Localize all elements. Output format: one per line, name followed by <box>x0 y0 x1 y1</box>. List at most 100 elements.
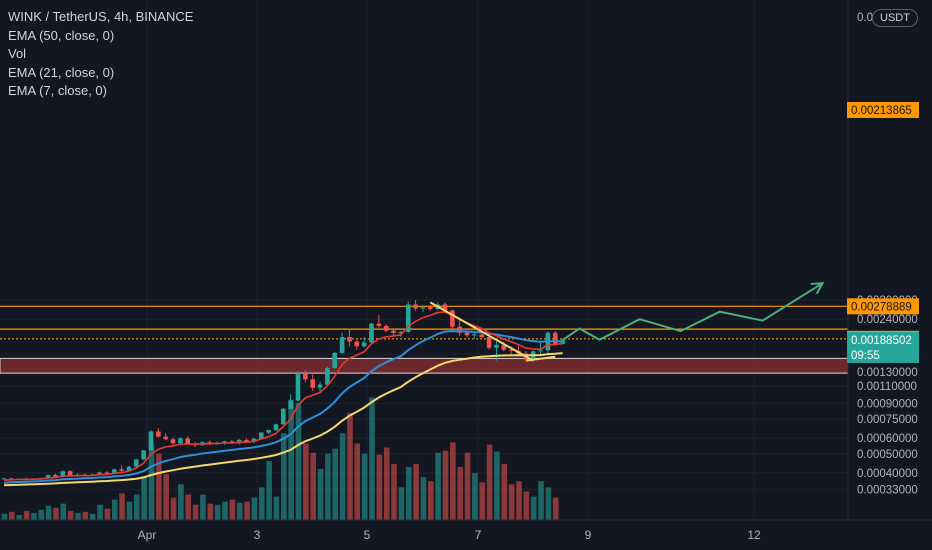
volume-bar <box>516 481 522 520</box>
symbol-title[interactable]: WINK / TetherUS, 4h, BINANCE <box>8 9 194 24</box>
ema21-line <box>3 330 563 484</box>
candle-body <box>303 373 308 380</box>
currency-button[interactable]: USDT <box>872 9 918 27</box>
volume-bar <box>170 497 177 520</box>
volume-bar <box>16 514 22 520</box>
price-tick-label: 0.00033000 <box>857 484 918 496</box>
candle-body <box>141 450 146 460</box>
candle-body <box>170 439 176 444</box>
volume-bar <box>141 476 147 520</box>
candle-body <box>119 469 124 471</box>
resistance-levels <box>0 305 848 340</box>
ema50-legend[interactable]: EMA (50, close, 0) <box>8 27 115 43</box>
volume-bar <box>23 510 30 520</box>
volume-bar <box>222 501 228 520</box>
volume-bar <box>273 496 280 520</box>
candle-body <box>45 475 51 478</box>
candle-body <box>369 323 374 343</box>
volume-bar <box>134 494 140 520</box>
price-tick-label: 0.0 <box>857 12 873 24</box>
time-tick-label: Apr <box>138 528 157 542</box>
volume-bar <box>89 513 96 520</box>
time-tick-label: 9 <box>585 528 592 542</box>
price-tick-label: 0.00060000 <box>857 433 918 445</box>
last-price-label-bg <box>847 331 919 363</box>
candle-body <box>464 332 470 336</box>
last-price-label: 0.00188502 <box>851 335 912 347</box>
candle-body <box>60 471 66 477</box>
volume-bar <box>317 469 324 520</box>
candle-body <box>486 337 492 348</box>
volume-bar <box>464 452 471 520</box>
volume-bar <box>192 504 199 520</box>
candle-body <box>552 332 558 344</box>
volume-bar <box>398 487 405 520</box>
price-tick-label: 0.00050000 <box>857 449 918 461</box>
volume-bar <box>75 512 81 520</box>
volume-bar <box>486 444 493 520</box>
volume-bar <box>9 511 15 520</box>
volume-bar <box>530 496 537 520</box>
price-tick-label: 0.00130000 <box>857 367 918 379</box>
time-tick-label: 3 <box>254 528 261 542</box>
volume-bar <box>244 501 250 520</box>
trendline-drawings <box>429 301 556 362</box>
volume-bar <box>325 453 331 520</box>
volume-legend[interactable]: Vol <box>8 46 27 62</box>
candle-body <box>398 331 404 334</box>
volume-bar <box>38 509 45 520</box>
volume-bar <box>339 433 346 520</box>
time-tick-label: 12 <box>747 528 761 542</box>
volume-bar <box>405 466 412 520</box>
candle-body <box>185 438 191 445</box>
candle-body <box>325 367 330 385</box>
candle-body <box>442 304 448 311</box>
candle-body <box>273 424 279 431</box>
volume-bar <box>369 397 375 520</box>
time-axis: Apr 3 5 7 9 12 <box>0 519 932 542</box>
candle-body <box>450 310 455 327</box>
candle-body <box>111 469 117 474</box>
volume-bar <box>148 443 155 520</box>
ema21-legend[interactable]: EMA (21, close, 0) <box>8 64 115 80</box>
price-tick-label: 0.00040000 <box>857 468 918 480</box>
volume-bar <box>229 499 236 520</box>
volume-bar <box>45 505 52 520</box>
candle-body <box>281 408 286 425</box>
volume-bar <box>288 399 294 520</box>
volume-bar <box>97 504 103 520</box>
volume-bar <box>472 473 478 520</box>
volume-bar <box>347 412 353 520</box>
level-price-label: 0.00278889 <box>851 301 912 313</box>
candle-body <box>97 472 102 475</box>
volume-bar <box>126 501 133 520</box>
volume-bar <box>450 442 456 520</box>
candle-body <box>53 475 58 477</box>
candle-body <box>501 344 507 350</box>
candle-body <box>405 304 411 332</box>
volume-bar <box>391 463 397 520</box>
volume-bar <box>413 463 419 520</box>
ema7-legend[interactable]: EMA (7, close, 0) <box>8 83 107 99</box>
candle-body <box>479 334 485 338</box>
projection-path <box>562 282 825 341</box>
volume-bar <box>442 450 449 520</box>
price-tick-label: 0.00240000 <box>857 314 918 326</box>
candle-body <box>472 334 477 336</box>
volume-bar <box>119 493 125 520</box>
candle-body <box>494 344 499 348</box>
candle-body <box>222 441 227 443</box>
volume-bar <box>60 503 67 520</box>
trendline-lower <box>525 355 556 362</box>
bar-countdown-label: 09:55 <box>851 350 880 362</box>
ema50-line <box>3 352 563 487</box>
time-tick-label: 7 <box>475 528 482 542</box>
candle-body <box>9 478 14 480</box>
volume-bar <box>420 477 427 520</box>
candle-body <box>288 400 293 409</box>
candle-body <box>148 431 154 451</box>
level-price-label: 0.00213865 <box>851 105 912 117</box>
volume-bar <box>354 443 361 520</box>
candle-body <box>317 384 323 388</box>
